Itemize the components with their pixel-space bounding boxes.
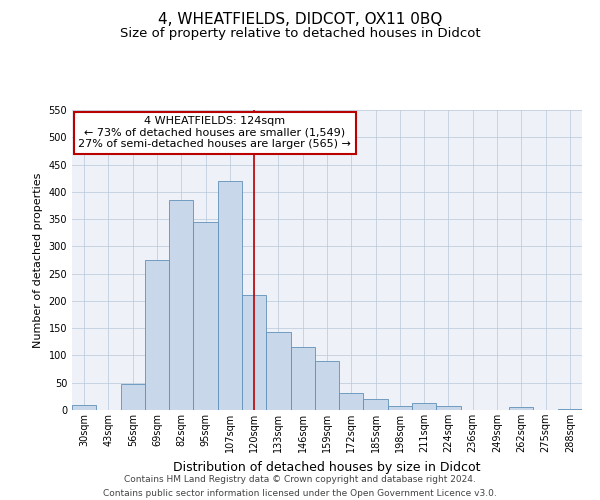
Bar: [315, 361, 339, 410]
Bar: [436, 406, 461, 410]
Bar: [218, 181, 242, 410]
Text: 4 WHEATFIELDS: 124sqm
← 73% of detached houses are smaller (1,549)
27% of semi-d: 4 WHEATFIELDS: 124sqm ← 73% of detached …: [79, 116, 351, 149]
Bar: [72, 404, 96, 410]
Text: Contains HM Land Registry data © Crown copyright and database right 2024.
Contai: Contains HM Land Registry data © Crown c…: [103, 476, 497, 498]
Bar: [290, 348, 315, 410]
Bar: [364, 399, 388, 410]
Bar: [509, 408, 533, 410]
Bar: [145, 260, 169, 410]
Bar: [266, 332, 290, 410]
Bar: [412, 404, 436, 410]
Text: Size of property relative to detached houses in Didcot: Size of property relative to detached ho…: [119, 28, 481, 40]
Bar: [193, 222, 218, 410]
Y-axis label: Number of detached properties: Number of detached properties: [33, 172, 43, 348]
Bar: [169, 200, 193, 410]
Bar: [242, 296, 266, 410]
X-axis label: Distribution of detached houses by size in Didcot: Distribution of detached houses by size …: [173, 460, 481, 473]
Text: 4, WHEATFIELDS, DIDCOT, OX11 0BQ: 4, WHEATFIELDS, DIDCOT, OX11 0BQ: [158, 12, 442, 28]
Bar: [121, 384, 145, 410]
Bar: [388, 406, 412, 410]
Bar: [558, 409, 582, 410]
Bar: [339, 393, 364, 410]
